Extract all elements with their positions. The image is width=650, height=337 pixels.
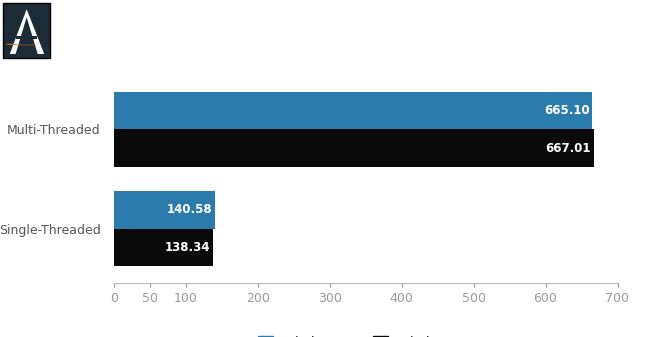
Text: 140.58: 140.58 xyxy=(166,203,212,216)
FancyBboxPatch shape xyxy=(3,3,50,58)
Text: Scores (higher is better): Scores (higher is better) xyxy=(58,42,211,56)
Bar xyxy=(114,228,213,266)
Polygon shape xyxy=(10,9,44,54)
Bar xyxy=(114,191,215,228)
Text: 667.01: 667.01 xyxy=(545,142,591,155)
Bar xyxy=(114,129,593,167)
Text: 665.10: 665.10 xyxy=(544,104,590,117)
Bar xyxy=(114,92,592,129)
Text: Cinebench R15 ASUS G751: Cinebench R15 ASUS G751 xyxy=(58,12,372,32)
Polygon shape xyxy=(6,44,40,45)
Polygon shape xyxy=(16,36,37,39)
Legend: Windows 8.1, Windows 10: Windows 8.1, Windows 10 xyxy=(253,331,478,337)
Text: 138.34: 138.34 xyxy=(165,241,211,254)
